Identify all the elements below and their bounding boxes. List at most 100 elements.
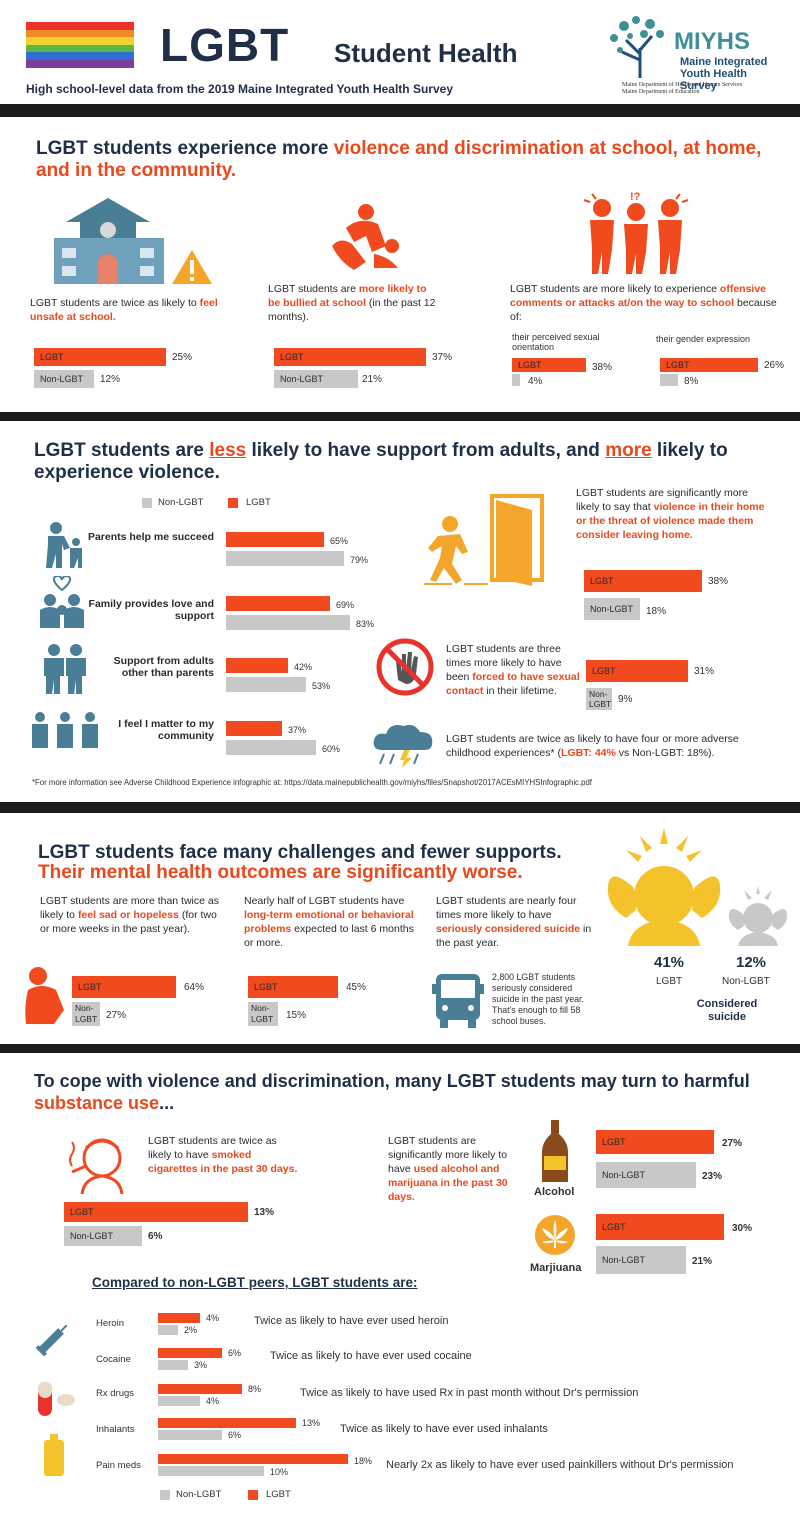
drug-desc: Twice as likely to have used Rx in past … — [300, 1387, 639, 1399]
orientation-lgbt-bar: LGBT — [512, 358, 586, 372]
support-row-label: Support from adults other than parents — [113, 655, 214, 679]
inhalant-can-icon — [44, 1434, 64, 1476]
drug-name: Inhalants — [96, 1424, 135, 1435]
bottle-icon — [542, 1120, 568, 1182]
page-subtitle: High school-level data from the 2019 Mai… — [26, 82, 453, 96]
bus-text: 2,800 LGBT students seriously considered… — [492, 972, 584, 1026]
logo-short: MIYHS — [674, 28, 751, 55]
stressed-head-lgbt-icon — [607, 828, 721, 946]
harassment-text: LGBT students are more likely to experie… — [510, 283, 777, 323]
forced-non-bar: Non- LGBT — [586, 688, 612, 710]
page-title-suffix: Student Health — [334, 38, 518, 68]
considered-suicide-caption: Considered suicide — [696, 998, 758, 1023]
unsafe-lgbt-bar: LGBT — [34, 348, 166, 366]
legend-lgbt-swatch — [228, 498, 238, 508]
forced-non-pct: 9% — [618, 694, 633, 705]
stop-hand-icon — [376, 638, 434, 696]
expression-label: their gender expression — [656, 334, 751, 344]
support-row-label: Parents help me succeed — [87, 531, 214, 543]
marijuana-label: Marjiuana — [530, 1262, 582, 1274]
section3-heading1: LGBT students face many challenges and f… — [38, 842, 562, 863]
sad-non-bar: Non- LGBT — [72, 1002, 100, 1026]
drug-lgbt-bar — [158, 1454, 348, 1464]
sad-lgbt-pct: 64% — [184, 982, 205, 993]
cig-non-bar: Non-LGBT — [64, 1226, 142, 1246]
big-non-label: Non-LGBT — [722, 976, 770, 987]
unsafe-text: LGBT students are twice as likely to fee… — [30, 297, 218, 323]
harassment-icon: !? — [583, 191, 689, 274]
legend-lgbt-label: LGBT — [266, 1489, 291, 1500]
mar-non-bar: Non-LGBT — [596, 1246, 686, 1274]
support-row-non-bar — [226, 615, 350, 630]
drug-non-pct: 10% — [270, 1467, 289, 1477]
orientation-non-bar — [512, 374, 520, 386]
smoking-person-icon — [69, 1138, 124, 1194]
support-row-lgbt-bar — [226, 596, 330, 611]
bully-icon — [332, 204, 399, 270]
emotional-lgbt-pct: 45% — [346, 982, 367, 993]
marijuana-leaf-icon — [535, 1215, 575, 1255]
cig-lgbt-bar: LGBT — [64, 1202, 248, 1222]
legend-non-label: Non-LGBT — [158, 497, 204, 508]
orientation-lgbt-pct: 38% — [592, 362, 613, 373]
support-row-lgbt-pct: 37% — [288, 725, 307, 735]
section3-heading2: Their mental health outcomes are signifi… — [38, 862, 523, 883]
unsafe-non-bar: Non-LGBT — [34, 370, 94, 388]
drug-name: Heroin — [96, 1318, 124, 1329]
alc-non-pct: 23% — [702, 1171, 723, 1182]
legend-non-swatch — [160, 1490, 170, 1500]
divider — [0, 412, 800, 421]
support-row-non-pct: 83% — [356, 619, 375, 629]
leaving-non-bar: Non-LGBT — [584, 598, 640, 620]
drug-lgbt-pct: 6% — [228, 1348, 242, 1358]
drug-name: Pain meds — [96, 1460, 141, 1471]
expression-non-bar — [660, 374, 678, 386]
logo-line2: Youth Health Survey — [680, 68, 748, 92]
bullied-lgbt-bar: LGBT — [274, 348, 426, 366]
bullied-non-pct: 21% — [362, 374, 383, 385]
drug-non-pct: 4% — [206, 1396, 220, 1406]
drug-lgbt-bar — [158, 1384, 242, 1394]
alcohol-label: Alcohol — [534, 1186, 575, 1198]
sad-non-pct: 27% — [106, 1010, 127, 1021]
miyhs-logo: MIYHS Maine Integrated Youth Health Surv… — [604, 14, 784, 95]
leaving-non-pct: 18% — [646, 606, 667, 617]
drug-non-bar — [158, 1396, 200, 1406]
section2-heading: LGBT students are less likely to have su… — [34, 440, 728, 483]
logo-dept2: Maine Department of Education — [622, 89, 700, 95]
divider — [0, 104, 800, 117]
drug-desc: Twice as likely to have ever used heroin — [254, 1315, 449, 1327]
support-row-non-bar — [226, 551, 344, 566]
pill-icon — [38, 1382, 75, 1416]
drug-name: Cocaine — [96, 1354, 131, 1365]
alc-lgbt-bar: LGBT — [596, 1130, 714, 1154]
support-row-lgbt-bar — [226, 658, 288, 673]
bullied-non-bar: Non-LGBT — [274, 370, 358, 388]
drug-desc: Nearly 2x as likely to have ever used pa… — [386, 1459, 734, 1471]
family-heart-icon — [40, 576, 84, 628]
drug-name: Rx drugs — [96, 1388, 135, 1399]
drug-non-pct: 6% — [228, 1430, 242, 1440]
school-bus-icon — [432, 974, 484, 1028]
community-icon — [32, 712, 98, 748]
bullied-lgbt-pct: 37% — [432, 352, 453, 363]
drug-non-bar — [158, 1466, 264, 1476]
sad-person-icon — [25, 967, 64, 1024]
legend-non-swatch — [142, 498, 152, 508]
leaving-lgbt-bar: LGBT — [584, 570, 702, 592]
storm-cloud-icon — [373, 724, 433, 768]
drug-lgbt-pct: 8% — [248, 1384, 262, 1394]
expression-lgbt-pct: 26% — [764, 360, 785, 371]
support-row-lgbt-bar — [226, 721, 282, 736]
expression-non-pct: 8% — [684, 376, 699, 387]
ace-footnote: *For more information see Adverse Childh… — [32, 778, 592, 787]
emotional-lgbt-bar: LGBT — [248, 976, 338, 998]
support-row-non-bar — [226, 677, 306, 692]
drug-lgbt-pct: 13% — [302, 1418, 321, 1428]
support-row-label: I feel I matter to my community — [118, 718, 214, 742]
legend-lgbt-label: LGBT — [246, 497, 271, 508]
cigarettes-text: LGBT students are twice as likely to hav… — [148, 1135, 298, 1175]
orientation-label: their perceived sexual orientation — [512, 332, 600, 352]
stressed-head-non-icon — [728, 886, 788, 946]
mar-lgbt-bar: LGBT — [596, 1214, 724, 1240]
